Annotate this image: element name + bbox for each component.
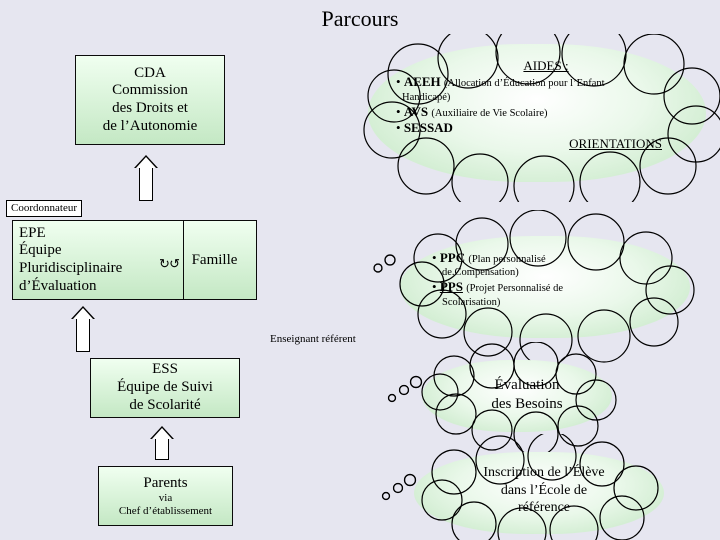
parents-sub1: via xyxy=(159,492,172,505)
aides-b1-expl: (Allocation d’Éducation pour l’Enfant xyxy=(444,78,605,89)
box-ess: ESS Équipe de Suivi de Scolarité xyxy=(90,358,240,418)
insc-line3: référence xyxy=(434,499,654,517)
cda-line3: des Droits et xyxy=(112,100,188,118)
cloud-inscription-content: Inscription de l’Élève dans l’École de r… xyxy=(434,464,654,517)
cloud-evaluation-content: Évaluation des Besoins xyxy=(452,376,602,414)
ess-line2: Équipe de Suivi xyxy=(117,379,213,397)
ppc-b2-expl: (Projet Personnalisé de xyxy=(466,283,563,294)
epe-line1: EPE xyxy=(19,225,177,243)
eval-line2: des Besoins xyxy=(452,395,602,414)
box-epe-right: Famille xyxy=(171,221,257,299)
cloud-aides-content: AIDES : • AEEH (Allocation d’Éducation p… xyxy=(396,58,696,152)
box-epe-famille: EPE Équipe Pluridisciplinaire d’Évaluati… xyxy=(12,220,257,300)
parents-sub2: Chef d’établissement xyxy=(119,505,212,518)
aides-b1-expl2: Handicapé) xyxy=(402,91,696,104)
aides-b2-strong: AVS xyxy=(404,104,428,119)
epe-line3: Pluridisciplinaire xyxy=(19,260,177,278)
famille-label: Famille xyxy=(192,252,238,269)
arrow-into-ess xyxy=(155,438,169,460)
box-parents: Parents via Chef d’établissement xyxy=(98,466,233,526)
ppc-b1-expl2: de.Compensation) xyxy=(442,266,680,279)
ppc-b1-strong: PPC xyxy=(440,250,465,265)
box-cda: CDA Commission des Droits et de l’Autono… xyxy=(75,55,225,145)
ess-line3: de Scolarité xyxy=(129,397,200,415)
diagram-stage: Parcours CDA Commission des Droits et de… xyxy=(0,0,720,540)
cloud-ppc-content: • PPC (Plan personnalisé de.Compensation… xyxy=(432,250,680,309)
ppc-b2-expl2: Scolarisation) xyxy=(442,296,680,309)
aides-b3-strong: SESSAD xyxy=(404,120,453,135)
enseignant-referent-label: Enseignant référent xyxy=(270,333,356,345)
aides-b2-expl: (Auxiliaire de Vie Scolaire) xyxy=(431,108,547,119)
arrow-into-cda xyxy=(139,167,153,201)
page-title: Parcours xyxy=(0,6,720,32)
cda-line4: de l’Autonomie xyxy=(103,118,198,136)
epe-line2: Équipe xyxy=(19,242,177,260)
insc-line2: dans l’École de xyxy=(434,482,654,500)
cda-line2: Commission xyxy=(112,82,188,100)
aides-b1-strong: AEEH xyxy=(404,74,441,89)
aides-footer: ORIENTATIONS xyxy=(569,136,662,151)
parents-line1: Parents xyxy=(143,475,187,493)
ppc-b1-expl: (Plan personnalisé xyxy=(468,254,545,265)
arrow-into-epe xyxy=(76,318,90,352)
coordonnateur-label: Coordonnateur xyxy=(6,200,82,217)
eval-line1: Évaluation xyxy=(452,376,602,395)
ppc-b2-strong: PPS xyxy=(440,279,463,294)
double-arrow-icon: ↻ ↺ xyxy=(159,256,178,272)
aides-heading: AIDES : xyxy=(523,58,568,73)
ess-line1: ESS xyxy=(152,361,178,379)
epe-line4: d’Évaluation xyxy=(19,278,177,296)
insc-line1: Inscription de l’Élève xyxy=(434,464,654,482)
cda-line1: CDA xyxy=(134,65,166,83)
